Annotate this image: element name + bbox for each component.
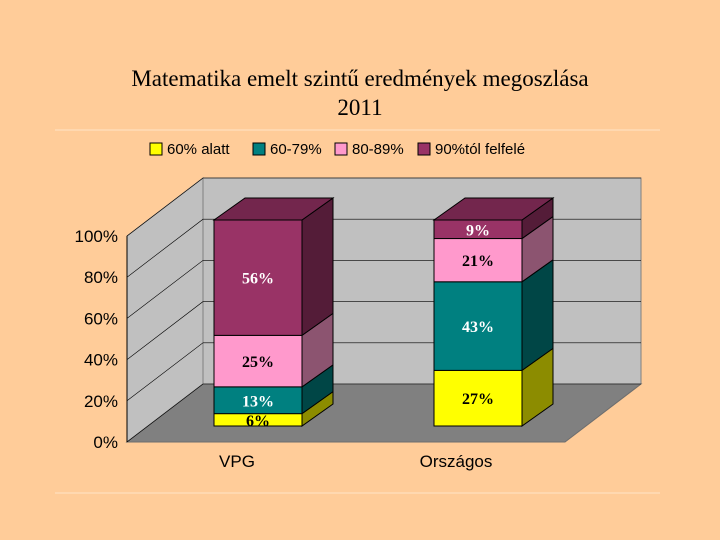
y-tick-label-1: 20% — [84, 392, 118, 411]
x-category-label-0: VPG — [219, 452, 255, 471]
y-tick-label-0: 0% — [93, 433, 118, 452]
y-tick-label-3: 60% — [84, 309, 118, 328]
legend-label-1: 60-79% — [270, 141, 322, 158]
y-tick-label-5: 100% — [75, 227, 118, 246]
legend-label-2: 80-89% — [352, 141, 404, 158]
data-label-1-2: 21% — [462, 253, 494, 270]
data-label-0-0: 6% — [246, 413, 270, 430]
data-label-1-0: 27% — [462, 391, 494, 408]
legend-swatch-2 — [335, 143, 347, 155]
bar-side-0-3 — [302, 198, 333, 335]
legend-swatch-3 — [418, 143, 430, 155]
y-tick-label-4: 80% — [84, 268, 118, 287]
legend-swatch-1 — [253, 143, 265, 155]
bar-segment-0-3 — [214, 198, 333, 335]
data-label-1-1: 43% — [462, 319, 494, 336]
y-tick-label-2: 40% — [84, 351, 118, 370]
legend-label-0: 60% alatt — [167, 141, 230, 158]
legend-label-3: 90%tól felfelé — [435, 141, 525, 158]
legend: 60% alatt 60-79% 80-89% 90%tól felfelé — [150, 141, 525, 158]
data-label-0-1: 13% — [242, 393, 274, 410]
legend-swatch-0 — [150, 143, 162, 155]
chart-canvas: 60% alatt 60-79% 80-89% 90%tól felfelé 0… — [0, 0, 720, 540]
data-label-0-3: 56% — [242, 271, 274, 288]
y-ticks: 0% 20% 40% 60% 80% 100% — [75, 227, 118, 452]
data-label-0-2: 25% — [242, 354, 274, 371]
floor — [127, 384, 641, 442]
data-label-1-3: 9% — [466, 222, 490, 239]
x-category-label-1: Országos — [420, 452, 493, 471]
